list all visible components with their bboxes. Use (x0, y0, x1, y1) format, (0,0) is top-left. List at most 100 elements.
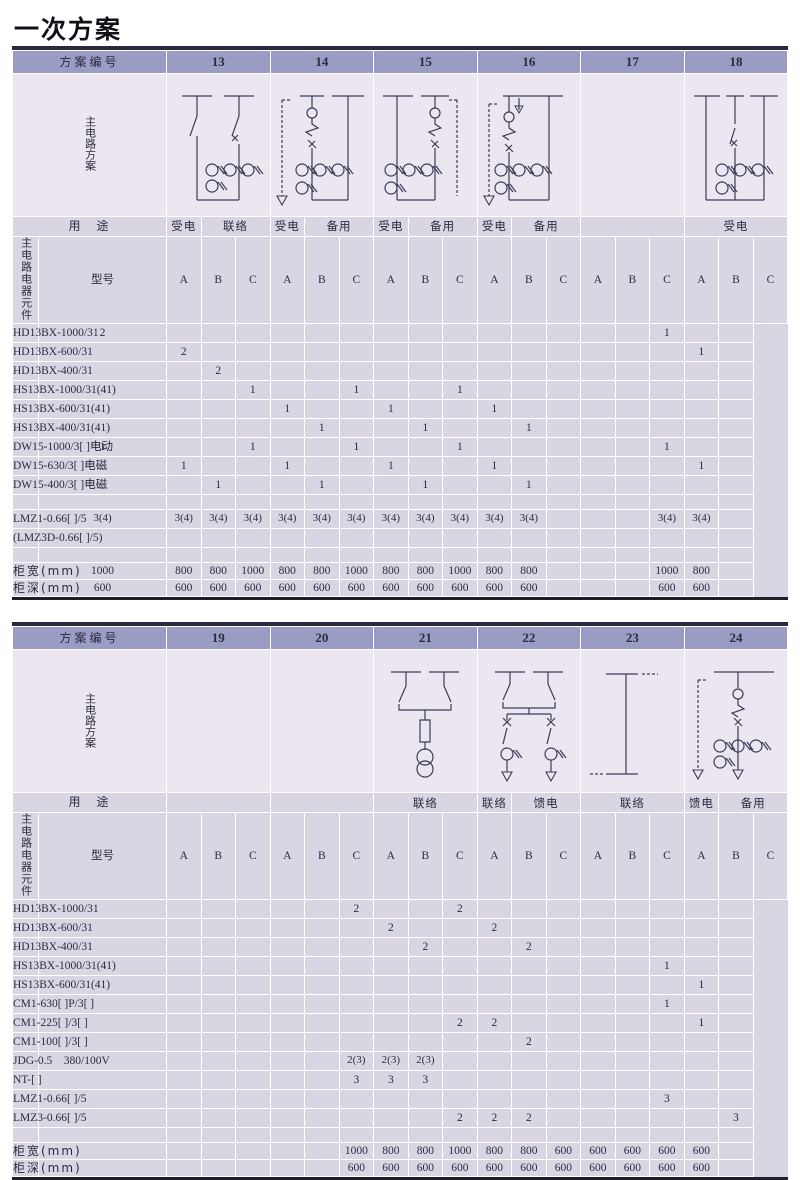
t1-model-cell (235, 323, 271, 344)
t2-model-cell (166, 956, 202, 977)
t1-model-cell (200, 399, 237, 420)
t1-model-cell (407, 380, 444, 401)
t1-model-cell (649, 380, 685, 401)
t1-dim-cell: 1000 (235, 562, 271, 581)
t1-model-cell (235, 399, 271, 420)
t2-model-cell (235, 1108, 271, 1129)
t1-model-cell (37, 456, 168, 477)
t1-dim-cell (580, 562, 616, 581)
t1-model-row: DW15-630/3[ ]电磁 1 1 1 1 1 (12, 456, 788, 477)
t2-dim-cell (235, 1142, 271, 1161)
table-2-header-label: 方案编号 (11, 626, 168, 651)
t1-model-cell (580, 323, 616, 344)
t2-model-cell (373, 1089, 409, 1110)
t2-model-cell (304, 975, 340, 996)
t2-dim-cell: 600 (442, 1159, 478, 1178)
t1-dim-row: 柜宽(mm)1000800800100080080010008008001000… (12, 562, 788, 581)
table-1-diagram-row: 主电路方案 (11, 73, 789, 217)
spacer-cell (476, 547, 513, 564)
t2-model-cell (580, 937, 616, 958)
use-15-a: 受电 (373, 216, 409, 237)
use-13-b: 联络 (200, 216, 271, 237)
spacer-cell (649, 1127, 685, 1144)
t1-dim-cell: 600 (304, 579, 340, 598)
phase-15-c: C (442, 235, 478, 325)
t1-model-cell (614, 380, 651, 401)
t2-model-cell: 1 (649, 994, 685, 1015)
t2-model-cell (511, 899, 547, 920)
t2-model-cell (338, 918, 375, 939)
t1-model-cell (200, 456, 237, 477)
t2-model-cell: 2 (476, 1108, 513, 1129)
t2-model-row: HD13BX-600/31 2 2 (12, 918, 788, 939)
t1-ct-cell: 3(4) (235, 509, 271, 530)
table-2-top-rule (12, 622, 788, 627)
phase-19-a: A (166, 812, 202, 901)
t2-dim-cell (269, 1142, 306, 1161)
t2-dim-cell (200, 1142, 237, 1161)
t1-model-cell (338, 323, 375, 344)
t1-ct-cell (235, 528, 271, 549)
spacer-cell (37, 494, 168, 511)
t2-dim-cell: 600 (580, 1159, 616, 1178)
t1-model-cell (649, 456, 685, 477)
t1-model-cell (200, 323, 237, 344)
t2-model-cell (200, 994, 237, 1015)
t1-model-cell (683, 399, 720, 420)
t1-model-cell (269, 342, 306, 363)
t1-ct-cell: 3(4) (476, 509, 513, 530)
spacer-cell (511, 547, 547, 564)
t2-model-cell (718, 994, 754, 1015)
table-2-scheme-23: 23 (580, 626, 685, 651)
t2-model-cell (235, 1089, 271, 1110)
t1-ct-cell: 3(4) (269, 509, 306, 530)
t1-model-cell (718, 437, 754, 458)
t1-model-cell (545, 437, 582, 458)
scheme-15-diagram (373, 73, 478, 217)
t2-model-cell: 3 (338, 1070, 375, 1091)
t2-model-cell (545, 994, 582, 1015)
t1-model-cell (407, 456, 444, 477)
use-14-b: 备用 (304, 216, 375, 237)
t1-dim-cell: 600 (37, 579, 168, 598)
t2-model-cell (545, 1108, 582, 1129)
t2-model-cell (580, 899, 616, 920)
t1-model-cell (476, 475, 513, 496)
t2-model-cell (37, 1108, 168, 1129)
t2-model-cell (373, 994, 409, 1015)
t1-model-cell (166, 399, 202, 420)
t2-model-cell (649, 918, 685, 939)
t1-model-cell (718, 323, 754, 344)
t2-model-cell (545, 937, 582, 958)
t2-model-cell (373, 1013, 409, 1034)
t2-model-cell: 3 (407, 1070, 444, 1091)
t2-dim-cell (304, 1142, 340, 1161)
t2-model-cell (235, 1032, 271, 1053)
t1-dim-cell (545, 579, 582, 598)
t1-model-cell (269, 380, 306, 401)
t2-model-cell (580, 918, 616, 939)
t1-ct-cell: 3(4) (511, 509, 547, 530)
phase-20-a: A (269, 812, 306, 901)
t1-model-cell (166, 437, 202, 458)
spacer-cell (683, 1127, 720, 1144)
t2-model-cell: 2 (511, 1108, 547, 1129)
t1-model-cell (407, 437, 444, 458)
t2-model-cell (338, 1108, 375, 1129)
t1-model-cell (407, 323, 444, 344)
t1-model-label: HD13BX-1000/31 (12, 323, 99, 344)
t1-ct-cell (580, 509, 616, 530)
spacer-cell (200, 547, 237, 564)
t1-model-row: HS13BX-1000/31(41) 1 1 1 (12, 380, 788, 401)
t2-model-cell (718, 1032, 754, 1053)
t2-model-cell (683, 899, 720, 920)
t1-model-cell: 2 (200, 361, 237, 382)
t1-model-row: DW15-400/3[ ]电磁 1 1 1 1 (12, 475, 788, 496)
t1-model-cell (407, 342, 444, 363)
t1-model-cell: 1 (304, 418, 340, 439)
t1-ct-cell (511, 528, 547, 549)
t2-model-cell (200, 918, 237, 939)
t2-model-cell (683, 994, 720, 1015)
t2-model-label: HD13BX-600/31 (12, 918, 93, 939)
table-1-diagram-row-label: 主电路方案 (11, 73, 168, 217)
